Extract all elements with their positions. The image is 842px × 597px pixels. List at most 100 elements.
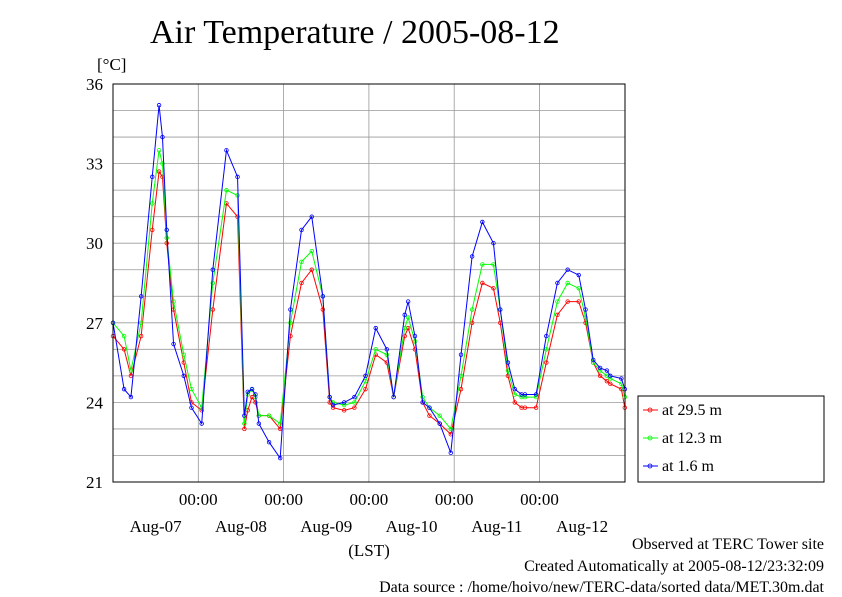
legend-label: at 1.6 m: [662, 458, 715, 475]
series-point-1: [320, 307, 326, 312]
series-point-1: [512, 400, 517, 405]
series-point-1: [597, 373, 603, 379]
series-point-3: [604, 368, 610, 373]
series-point-2: [576, 286, 581, 291]
series-point-3: [181, 373, 186, 379]
series-point-1: [189, 400, 194, 405]
series-point-2: [522, 394, 528, 400]
series-point-3: [224, 148, 229, 153]
series-point-3: [156, 103, 162, 108]
y-tick-label: 30: [86, 234, 103, 253]
series-point-3: [266, 440, 272, 445]
series-point-2: [128, 368, 134, 373]
series-point-2: [199, 405, 204, 410]
x-tick-date: Aug-11: [471, 517, 522, 536]
x-tick-time: 00:00: [264, 490, 303, 509]
series-point-3: [299, 227, 304, 233]
series-point-2: [266, 413, 272, 418]
x-axis-label: (LST): [348, 541, 390, 560]
legend-marker: [647, 435, 653, 441]
series-point-1: [121, 347, 127, 352]
series-point-3: [405, 299, 411, 304]
series-point-3: [330, 402, 336, 408]
x-tick-time: 00:00: [350, 490, 389, 509]
series-point-1: [555, 312, 560, 318]
series-point-1: [533, 405, 539, 410]
legend-label: at 29.5 m: [662, 402, 723, 419]
series-point-1: [480, 280, 485, 286]
series-point-2: [373, 347, 378, 352]
series-point-3: [138, 294, 144, 299]
series-point-3: [533, 392, 539, 397]
series-point-2: [138, 320, 144, 325]
y-tick-label: 21: [86, 473, 103, 492]
plot-frame: [112, 83, 626, 483]
series-point-3: [544, 333, 549, 339]
series-point-1: [150, 227, 155, 233]
series-point-2: [448, 426, 453, 432]
series-point-3: [235, 174, 240, 180]
series-point-3: [320, 294, 326, 299]
series-point-1: [458, 386, 464, 392]
series-point-3: [448, 450, 453, 456]
series-point-3: [288, 307, 293, 312]
grid-lines: [113, 84, 625, 482]
x-tick-time: 00:00: [520, 490, 559, 509]
y-tick-label: 36: [86, 75, 103, 94]
series-point-2: [544, 347, 549, 352]
series-point-2: [242, 421, 247, 426]
series-point-2: [181, 352, 186, 357]
series-point-3: [249, 386, 255, 392]
series-point-1: [299, 280, 304, 286]
series-point-3: [242, 413, 247, 418]
series-layer: [110, 103, 627, 461]
series-point-2: [299, 259, 304, 264]
series-point-3: [160, 134, 165, 140]
series-point-1: [242, 426, 247, 432]
series-point-2: [156, 148, 162, 153]
series-point-3: [608, 373, 613, 379]
series-point-2: [224, 187, 229, 193]
series-point-1: [608, 381, 613, 387]
series-point-2: [583, 315, 588, 320]
series-point-2: [150, 201, 155, 206]
series-line-2: [112, 150, 626, 431]
series-point-1: [363, 386, 368, 392]
series-point-1: [576, 299, 581, 304]
x-tick-date: Aug-08: [215, 517, 267, 536]
series-point-1: [604, 378, 610, 384]
series-point-2: [565, 280, 570, 286]
series-point-3: [591, 357, 596, 363]
x-tick-date: Aug-07: [130, 517, 182, 536]
series-point-2: [341, 402, 347, 408]
series-point-3: [384, 347, 390, 352]
series-point-3: [391, 394, 396, 400]
footer-observed: Observed at TERC Tower site: [631, 536, 824, 553]
series-point-3: [253, 392, 258, 397]
x-tick-date: Aug-12: [556, 517, 608, 536]
footer-created: Created Automatically at 2005-08-12/23:3…: [524, 558, 824, 575]
series-point-3: [164, 227, 169, 233]
series-point-3: [412, 333, 418, 339]
series-point-3: [491, 240, 496, 246]
series-point-3: [128, 394, 134, 400]
series-point-1: [544, 360, 549, 365]
y-tick-label: 27: [86, 314, 104, 333]
series-point-2: [480, 262, 485, 267]
legend-marker: [647, 463, 653, 469]
series-point-2: [437, 413, 442, 418]
series-point-3: [189, 405, 194, 410]
series-point-3: [512, 386, 517, 392]
series-point-2: [171, 299, 176, 304]
series-point-2: [608, 376, 613, 381]
x-tick-time: 00:00: [179, 490, 218, 509]
x-tick-date: Aug-09: [300, 517, 352, 536]
series-point-1: [156, 169, 162, 174]
series-point-3: [327, 394, 332, 400]
series-point-1: [210, 307, 216, 312]
series-point-3: [256, 421, 262, 426]
series-point-2: [210, 280, 216, 286]
series-point-3: [171, 341, 176, 347]
y-axis-unit: [°C]: [97, 55, 126, 74]
series-line-3: [112, 105, 626, 460]
